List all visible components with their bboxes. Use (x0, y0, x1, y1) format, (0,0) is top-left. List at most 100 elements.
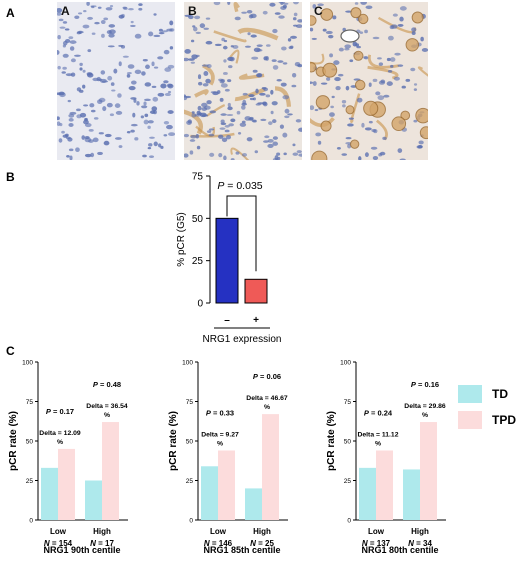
positive-cell (310, 15, 317, 26)
cell-nucleus (341, 153, 348, 156)
cell-nucleus (76, 114, 82, 119)
cell-nucleus (320, 82, 328, 85)
cell-nucleus (103, 17, 109, 21)
cell-nucleus (57, 8, 63, 13)
cell-nucleus (110, 82, 115, 86)
cell-nucleus (271, 59, 277, 63)
cell-nucleus (157, 92, 165, 97)
cell-nucleus (328, 34, 334, 39)
cell-nucleus (90, 152, 95, 158)
cell-nucleus (206, 100, 212, 105)
group-n-label: N = 154 (44, 539, 73, 548)
y-tick-label: 75 (344, 399, 352, 406)
cell-nucleus (189, 139, 196, 142)
cell-nucleus (190, 39, 195, 43)
cell-nucleus (270, 89, 274, 95)
cell-nucleus (82, 69, 86, 73)
cell-nucleus (265, 56, 269, 61)
cell-nucleus (310, 105, 315, 111)
positive-cell (405, 38, 419, 52)
cell-nucleus (349, 59, 354, 63)
cell-nucleus (100, 70, 106, 75)
chart-c1: 0 25 50 75 100 pCR rate (%) Low N = 154 Delta = … (8, 360, 128, 555)
cell-nucleus (66, 154, 70, 158)
chart-c3: 0 25 50 75 100 pCR rate (%) Low N = 137 Delta = … (326, 360, 446, 555)
stromal-fiber (213, 30, 247, 43)
cell-nucleus (363, 56, 368, 59)
stromal-fiber (310, 117, 335, 128)
cell-nucleus (151, 85, 157, 89)
y-tick-label: 25 (344, 478, 352, 485)
cell-nucleus (284, 108, 290, 114)
cell-nucleus (336, 147, 341, 150)
delta-annotation: Delta = 11.12 (357, 431, 398, 438)
y-tick-label: 50 (192, 214, 204, 225)
cell-nucleus (153, 141, 158, 147)
stromal-fiber (202, 63, 215, 86)
cell-nucleus (226, 113, 234, 117)
delta-annotation: Delta = 29.86 (404, 403, 446, 410)
cell-nucleus (142, 59, 148, 62)
cell-nucleus (166, 28, 173, 32)
cell-nucleus (169, 46, 174, 50)
group-label: Low (210, 527, 227, 536)
cell-nucleus (377, 95, 385, 101)
cell-nucleus (280, 82, 287, 87)
positive-cell (415, 107, 428, 124)
cell-nucleus (269, 2, 276, 7)
cell-nucleus (282, 95, 290, 100)
cell-nucleus (223, 59, 227, 63)
cell-nucleus (78, 89, 84, 93)
cell-nucleus (227, 79, 232, 83)
cell-nucleus (57, 49, 60, 55)
cell-nucleus (163, 121, 170, 125)
cell-nucleus (389, 57, 396, 62)
cell-nucleus (209, 152, 215, 157)
cell-nucleus (138, 7, 143, 11)
cell-nucleus (91, 5, 95, 9)
cell-nucleus (115, 110, 123, 115)
cell-nucleus (361, 122, 365, 128)
cell-nucleus (69, 155, 73, 160)
delta-annotation: Delta = 12.09 (39, 430, 81, 437)
cell-nucleus (145, 64, 150, 70)
bar-tpd-low (58, 448, 75, 520)
cell-nucleus (411, 27, 417, 32)
cell-nucleus (103, 140, 110, 146)
y-tick-label: 25 (192, 256, 204, 267)
cell-nucleus (152, 96, 159, 102)
cell-nucleus (287, 113, 293, 116)
cell-nucleus (297, 19, 302, 23)
cell-nucleus (397, 64, 404, 67)
cell-nucleus (58, 91, 65, 96)
cell-nucleus (232, 45, 239, 49)
cell-nucleus (109, 4, 114, 8)
p-value-annotation: P = 0.33 (206, 408, 234, 417)
cell-nucleus (87, 72, 94, 78)
cell-nucleus (333, 60, 340, 65)
cell-nucleus (296, 150, 302, 154)
cell-nucleus (337, 73, 344, 77)
tissue-svg-c (310, 2, 428, 160)
positive-cell (322, 62, 338, 78)
cell-nucleus (274, 12, 281, 15)
cell-nucleus (421, 48, 428, 52)
cell-nucleus (153, 34, 161, 38)
cell-nucleus (58, 18, 64, 22)
cell-nucleus (267, 138, 274, 143)
p-value-annotation: P = 0.48 (93, 380, 121, 389)
cell-nucleus (164, 67, 172, 72)
cell-nucleus (379, 151, 386, 156)
cell-nucleus (134, 69, 142, 75)
cell-nucleus (230, 118, 236, 123)
cell-nucleus (276, 152, 281, 156)
cell-nucleus (383, 94, 390, 98)
y-axis-label: pCR rate (%) (168, 411, 179, 471)
cell-nucleus (228, 123, 234, 127)
cell-nucleus (68, 122, 74, 127)
cell-nucleus (148, 31, 154, 37)
positive-cell (350, 7, 362, 19)
cell-nucleus (413, 83, 418, 86)
y-tick-label: 0 (29, 518, 33, 525)
cell-nucleus (218, 152, 223, 158)
